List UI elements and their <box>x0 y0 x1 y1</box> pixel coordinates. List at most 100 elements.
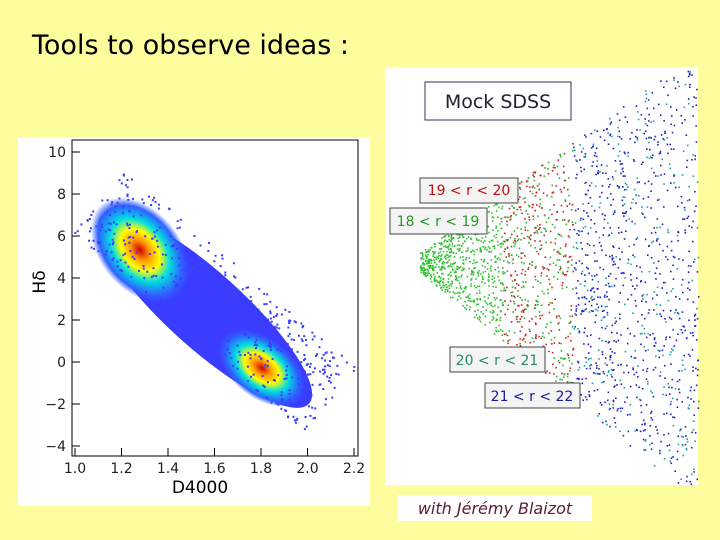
density-dot <box>310 394 313 397</box>
cone-dot <box>687 75 690 78</box>
cone-dot <box>681 201 683 204</box>
cone-dot <box>454 292 456 295</box>
density-dot <box>195 313 198 316</box>
cone-dot <box>489 311 492 313</box>
cone-dot <box>447 256 449 259</box>
cone-dot <box>522 337 525 340</box>
density-dot <box>176 220 179 223</box>
density-dot <box>256 390 259 393</box>
cone-dot <box>448 273 451 276</box>
cone-dot <box>468 267 470 270</box>
cone-dot <box>685 337 688 340</box>
cone-dot <box>644 216 646 219</box>
cone-dot <box>683 218 686 220</box>
cone-dot <box>656 238 658 240</box>
cone-dot <box>687 264 690 267</box>
density-dot <box>315 353 318 356</box>
cone-dot <box>656 432 659 435</box>
cone-dot <box>619 379 622 382</box>
cone-dot <box>427 261 429 263</box>
cone-dot <box>670 351 672 353</box>
cone-dot <box>583 297 586 299</box>
cone-dot <box>520 310 523 313</box>
cone-dot <box>599 136 602 138</box>
cone-dot <box>567 235 570 237</box>
cone-dot <box>467 247 469 249</box>
cone-dot <box>430 260 433 262</box>
cone-dot <box>436 280 438 282</box>
cone-dot <box>476 239 478 241</box>
cone-dot <box>673 345 676 347</box>
density-dot <box>253 331 256 334</box>
cone-dot <box>683 206 686 209</box>
cone-dot <box>646 206 649 208</box>
cone-dot <box>513 230 516 232</box>
cone-dot <box>654 231 657 234</box>
cone-dot <box>692 366 694 369</box>
density-dot <box>190 283 193 286</box>
cone-dot <box>564 179 567 182</box>
cone-dot <box>611 376 613 378</box>
cone-dot <box>426 263 429 265</box>
cone-dot <box>512 212 515 215</box>
cone-dot <box>590 132 593 135</box>
density-dot <box>187 256 190 259</box>
x-tick-label: 1.0 <box>64 461 86 477</box>
cone-dot <box>642 359 645 362</box>
cone-dot <box>632 368 635 371</box>
cone-dot <box>621 162 623 165</box>
cone-dot <box>622 204 624 207</box>
cone-dot <box>525 308 527 310</box>
cone-dot <box>598 367 600 370</box>
cone-dot <box>555 366 557 369</box>
cone-dot <box>541 164 543 167</box>
cone-dot <box>494 256 496 258</box>
density-dot <box>101 225 104 228</box>
cone-dot <box>439 277 442 279</box>
density-dot <box>218 298 221 301</box>
cone-dot <box>434 256 436 259</box>
cone-dot <box>642 438 645 441</box>
density-dot <box>170 245 173 248</box>
cone-dot <box>621 212 624 214</box>
cone-dot <box>672 416 674 419</box>
cone-dot <box>605 291 608 294</box>
cone-dot <box>603 372 606 375</box>
cone-dot <box>640 404 642 407</box>
cone-dot <box>585 377 587 380</box>
density-dot <box>184 305 187 308</box>
density-dot <box>301 340 304 343</box>
cone-dot <box>650 137 652 139</box>
cone-dot <box>639 399 642 402</box>
cone-dot <box>637 365 639 367</box>
cone-dot <box>441 262 444 264</box>
cone-dot <box>673 182 675 184</box>
cone-dot <box>678 378 681 381</box>
cone-dot <box>497 330 500 333</box>
cone-dot <box>533 340 535 343</box>
cone-dot <box>694 190 696 193</box>
cone-dot <box>484 315 487 318</box>
cone-dot <box>456 265 458 268</box>
cone-dot <box>618 187 620 190</box>
density-dot <box>287 335 290 338</box>
cone-dot <box>586 254 589 257</box>
cone-dot <box>655 240 658 242</box>
density-dot <box>321 368 324 371</box>
density-dot <box>281 399 284 402</box>
cone-dot <box>692 220 694 223</box>
cone-dot <box>617 266 620 269</box>
cone-dot <box>420 258 422 260</box>
cone-dot <box>690 265 692 267</box>
cone-dot <box>501 242 503 244</box>
cone-dot <box>604 327 607 330</box>
cone-dot <box>558 361 561 364</box>
cone-dot <box>543 267 546 269</box>
cone-dot <box>614 159 617 162</box>
cone-dot <box>584 303 587 306</box>
density-dot <box>165 309 168 312</box>
cone-dot <box>604 362 606 365</box>
slice-text: 19 < r < 20 <box>428 183 511 199</box>
cone-dot <box>506 239 509 242</box>
cone-dot <box>587 202 590 205</box>
